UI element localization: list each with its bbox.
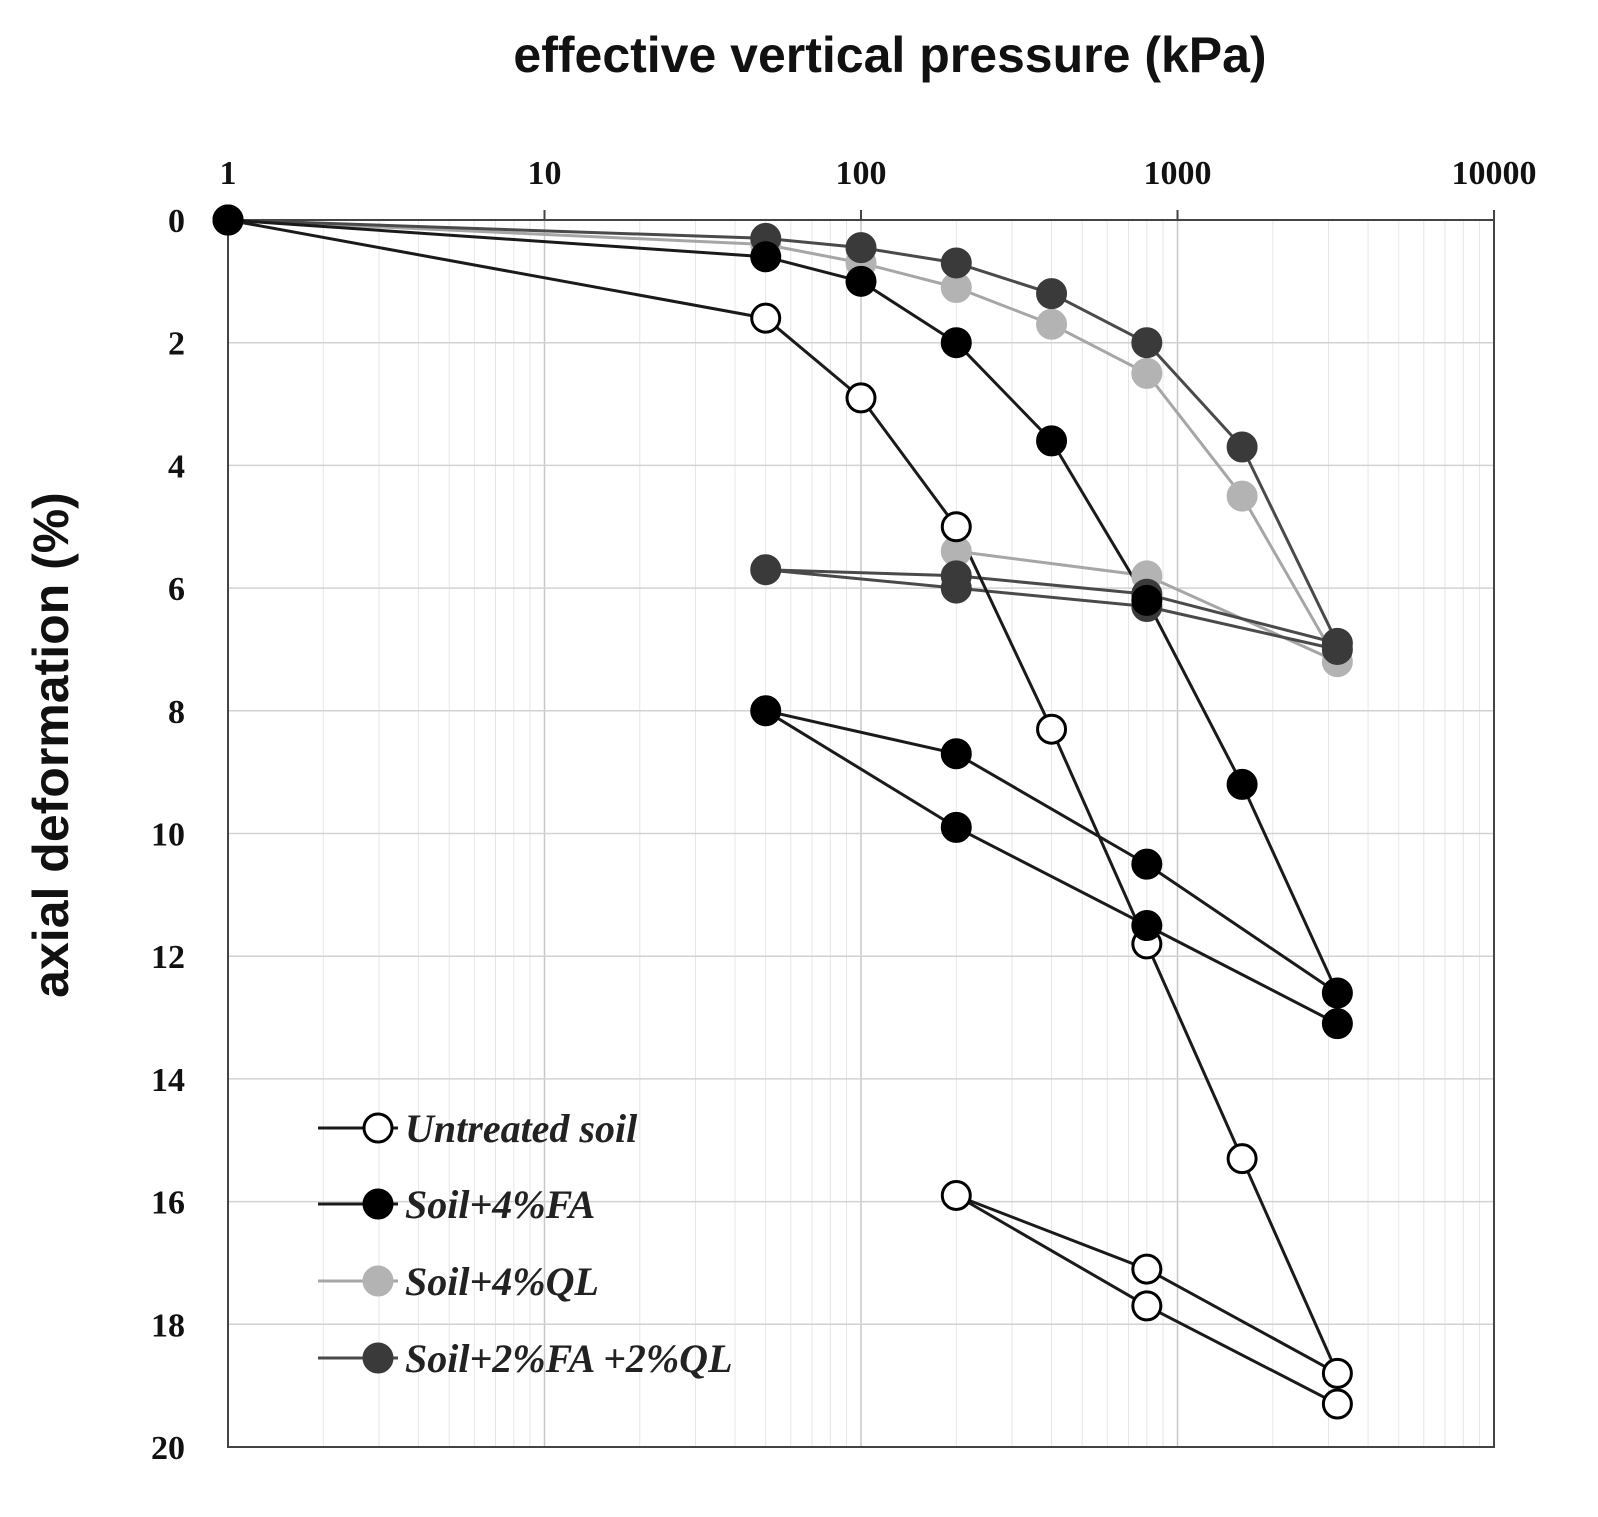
series — [212, 204, 1353, 1420]
data-point — [845, 232, 877, 264]
data-point — [1226, 768, 1258, 800]
x-tick-label: 1 — [220, 155, 237, 192]
y-tick-label: 8 — [168, 694, 185, 731]
data-point — [940, 811, 972, 843]
data-point — [1131, 1253, 1163, 1285]
legend-marker-untreated — [362, 1112, 394, 1144]
legend-marker-fa — [362, 1188, 394, 1220]
legend-item-ql: Soil+4%QL — [318, 1259, 599, 1304]
legend: Untreated soil Soil+4%FA Soil+4%QL Soil+… — [318, 1106, 733, 1381]
y-tick-label: 20 — [151, 1430, 185, 1467]
data-point — [1131, 1290, 1163, 1322]
data-point — [940, 511, 972, 543]
data-point — [940, 1179, 972, 1211]
series-line-3 — [227, 218, 1339, 651]
legend-label-fa-ql: Soil+2%FA +2%QL — [405, 1336, 733, 1381]
data-point — [1321, 1357, 1353, 1389]
x-axis-title: effective vertical pressure (kPa) — [513, 27, 1266, 83]
y-tick-label: 10 — [151, 817, 185, 854]
y-tick-label: 12 — [151, 939, 185, 976]
data-point — [1321, 1388, 1353, 1420]
data-point — [1131, 584, 1163, 616]
data-point — [940, 572, 972, 604]
data-point — [845, 265, 877, 297]
data-point — [1226, 1143, 1258, 1175]
series-line-1 — [227, 218, 1339, 1026]
y-tick-label: 16 — [151, 1185, 185, 1222]
legend-item-fa-ql: Soil+2%FA +2%QL — [318, 1336, 733, 1381]
y-tick-label: 6 — [168, 571, 185, 608]
data-point — [750, 302, 782, 334]
data-point — [212, 204, 244, 236]
data-point — [1321, 1008, 1353, 1040]
data-point — [1131, 327, 1163, 359]
y-tick-label: 14 — [151, 1062, 185, 1099]
y-axis-ticks: 0 2 4 6 8 10 12 14 16 18 20 — [151, 203, 185, 1467]
legend-marker-ql — [362, 1265, 394, 1297]
data-point — [1036, 713, 1068, 745]
x-tick-label: 100 — [836, 155, 887, 192]
data-point — [940, 247, 972, 279]
legend-marker-fa-ql — [362, 1342, 394, 1374]
y-tick-label: 18 — [151, 1307, 185, 1344]
data-point — [750, 554, 782, 586]
data-point — [940, 327, 972, 359]
data-point — [845, 382, 877, 414]
x-axis-ticks: 1 10 100 1000 10000 — [220, 155, 1537, 220]
y-axis-title: axial deformation (%) — [23, 492, 79, 998]
y-tick-label: 0 — [168, 203, 185, 240]
data-point — [750, 695, 782, 727]
data-point — [1321, 977, 1353, 1009]
x-tick-label: 1000 — [1144, 155, 1212, 192]
x-tick-label: 10000 — [1452, 155, 1537, 192]
series-line-2 — [227, 218, 1339, 664]
y-tick-label: 2 — [168, 326, 185, 363]
data-point — [750, 241, 782, 273]
x-tick-label: 10 — [528, 155, 562, 192]
legend-item-fa: Soil+4%FA — [318, 1182, 595, 1227]
legend-label-untreated: Untreated soil — [405, 1106, 638, 1151]
series-line-0 — [227, 218, 1339, 1406]
data-point — [1131, 357, 1163, 389]
legend-label-ql: Soil+4%QL — [405, 1259, 599, 1304]
data-point — [1226, 480, 1258, 512]
data-point — [1131, 910, 1163, 942]
y-tick-label: 4 — [168, 448, 185, 485]
legend-item-untreated: Untreated soil — [318, 1106, 638, 1151]
data-point — [1036, 278, 1068, 310]
data-point — [1036, 425, 1068, 457]
data-point — [1321, 633, 1353, 665]
legend-label-fa: Soil+4%FA — [405, 1182, 595, 1227]
data-point — [1131, 848, 1163, 880]
data-point — [1036, 308, 1068, 340]
data-point — [1226, 431, 1258, 463]
data-point — [940, 738, 972, 770]
